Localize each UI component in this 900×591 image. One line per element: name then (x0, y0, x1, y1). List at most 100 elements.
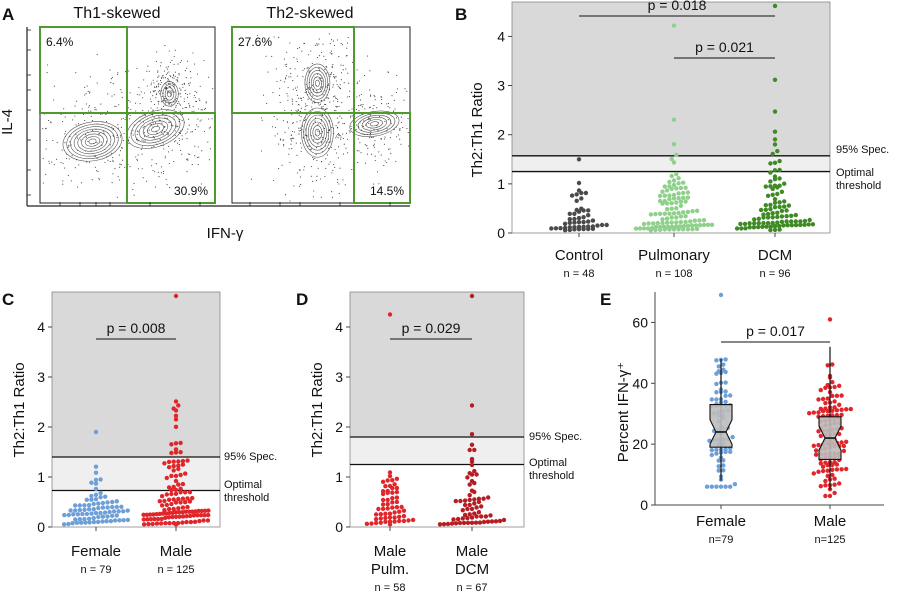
flow-event-dot (119, 163, 121, 165)
flow-event-dot (199, 100, 201, 102)
p-value-label: p = 0.029 (402, 320, 461, 336)
flow-event-dot (331, 39, 333, 41)
flow-event-dot (133, 183, 135, 185)
flow-event-dot (96, 142, 98, 144)
flow-event-dot (112, 159, 114, 161)
data-point (173, 522, 179, 527)
flow-event-dot (53, 164, 55, 166)
flow-event-dot (151, 146, 153, 148)
flow-event-dot (384, 136, 386, 138)
flow-contour-line (126, 109, 185, 149)
data-point (721, 458, 726, 463)
data-point (373, 512, 379, 517)
plot-frame (511, 1, 831, 234)
flow-event-dot (169, 74, 171, 77)
flow-event-dot (138, 86, 140, 89)
flow-event-dot (170, 76, 172, 78)
data-point (572, 211, 577, 216)
flow-event-dot (46, 139, 48, 142)
data-point (70, 521, 75, 526)
flow-event-dot (117, 176, 119, 178)
x-category-label: Control (555, 247, 603, 264)
data-point (772, 129, 778, 134)
flow-event-dot (327, 154, 329, 156)
data-point (653, 227, 658, 233)
flow-event-dot (117, 73, 119, 75)
flow-event-dot (156, 85, 158, 87)
flow-event-dot (168, 91, 170, 93)
flow-event-dot (60, 161, 62, 163)
data-point (779, 219, 785, 224)
flow-event-dot (100, 103, 102, 105)
data-point (476, 496, 482, 501)
data-point (114, 499, 120, 504)
data-point (685, 223, 691, 228)
data-point (178, 450, 183, 455)
flow-event-dot (112, 83, 114, 85)
flow-event-dot (195, 101, 198, 103)
flow-event-dot (178, 120, 180, 122)
flow-event-dot (158, 176, 160, 178)
flow-event-dot (180, 60, 182, 62)
data-point (472, 468, 477, 474)
flow-event-dot (286, 121, 288, 123)
flow-contour-line (306, 66, 329, 100)
flow-event-dot (157, 70, 159, 72)
data-point (171, 484, 176, 490)
flow-event-dot (175, 79, 177, 81)
flow-event-dot (358, 110, 360, 112)
data-point (62, 512, 67, 518)
data-point (697, 218, 702, 223)
data-point (73, 508, 78, 513)
data-point (390, 486, 395, 491)
data-point (457, 520, 463, 526)
flow-event-dot (374, 159, 376, 162)
flow-contour-line (310, 121, 325, 144)
flow-event-dot (286, 51, 288, 53)
flow-event-dot (168, 162, 170, 165)
data-point (789, 213, 794, 218)
data-point (813, 448, 819, 453)
flow-event-dot (279, 138, 281, 140)
flow-event-dot (130, 108, 132, 110)
flow-event-dot (88, 110, 90, 112)
data-point (581, 215, 586, 220)
data-point (775, 214, 780, 220)
data-point (188, 519, 194, 525)
data-point (206, 512, 211, 518)
flow-event-dot (154, 186, 156, 188)
data-point (723, 449, 728, 455)
data-point (827, 493, 833, 499)
data-point (364, 521, 370, 526)
flow-event-dot (397, 134, 400, 136)
flow-event-dot (169, 101, 171, 103)
data-point (772, 77, 778, 83)
flow-event-dot (300, 107, 302, 109)
flow-event-dot (116, 136, 118, 139)
data-point (160, 511, 166, 516)
data-point (166, 497, 172, 502)
data-point (111, 509, 117, 514)
flow-event-dot (176, 79, 179, 81)
data-point (93, 481, 99, 486)
flow-event-dot (112, 161, 114, 163)
flow-event-dot (117, 127, 119, 129)
flow-event-dot (69, 141, 71, 143)
flow-event-dot (393, 99, 395, 101)
data-point (163, 521, 168, 526)
data-point (469, 403, 475, 408)
flow-event-dot (387, 106, 389, 108)
flow-event-dot (334, 77, 336, 79)
flow-event-dot (276, 118, 278, 120)
data-point (493, 519, 499, 524)
data-point (169, 491, 174, 497)
data-point (768, 227, 773, 233)
flow-event-dot (149, 124, 151, 126)
flow-event-dot (95, 170, 98, 172)
flow-event-dot (181, 120, 183, 122)
data-point (562, 228, 568, 233)
flow-x-label: IFN-γ (207, 225, 244, 242)
flow-event-dot (316, 175, 318, 177)
flow-event-dot (326, 108, 328, 110)
flow-event-dot (186, 96, 189, 98)
